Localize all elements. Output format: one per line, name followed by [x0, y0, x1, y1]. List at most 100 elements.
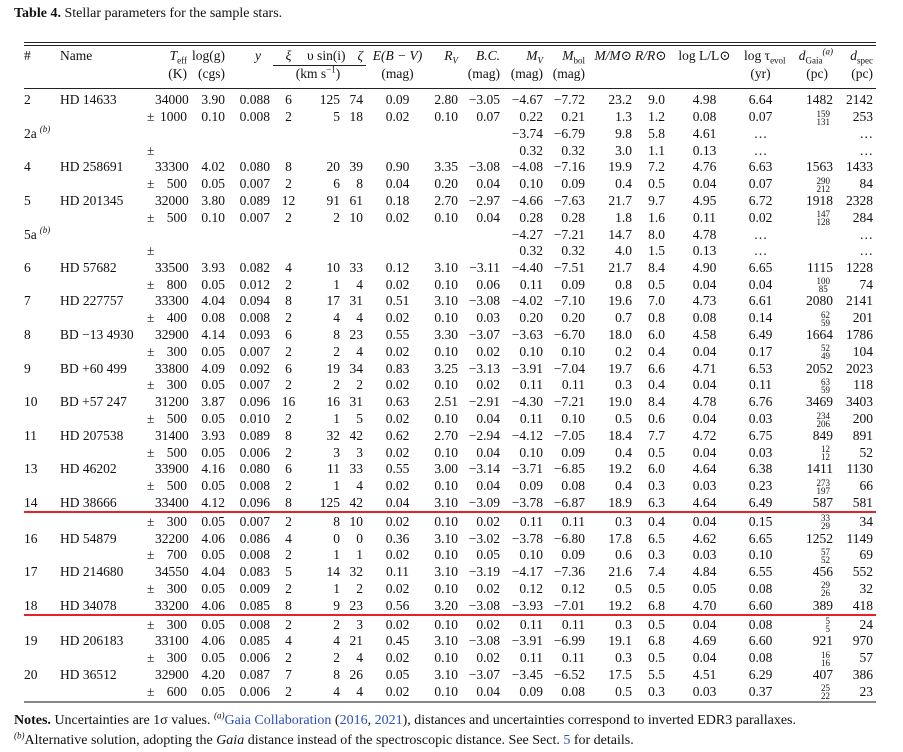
cell-logtau: 0.08: [744, 650, 780, 667]
logl-value: 4.58: [692, 327, 717, 343]
gaia-collaboration-link[interactable]: Gaia Collaboration: [224, 713, 332, 728]
cell-mbol: 0.09: [546, 276, 588, 293]
xi-value: 4: [285, 259, 292, 275]
cell-mbol: −7.01: [546, 597, 588, 617]
mbol-value: 0.32: [561, 142, 585, 158]
cell-logg: 0.05: [190, 343, 228, 360]
cell-xi: [273, 142, 307, 159]
pm-value: ±: [147, 513, 155, 529]
xi-value: 2: [285, 109, 292, 125]
rv-value: 0.10: [434, 478, 458, 494]
cell-ebv: 0.56: [366, 597, 432, 617]
cell-dgaia: [780, 226, 836, 243]
cell-dspec: 2328: [836, 193, 876, 210]
vsini-value: 1: [333, 581, 340, 597]
dgaia-lower-error: 52: [821, 554, 830, 565]
cell-bc: −3.07: [461, 667, 503, 684]
col-mass: M/M⊙: [594, 47, 632, 63]
logl-value: 4.71: [692, 360, 717, 376]
teff-value: 32200: [155, 530, 189, 546]
cell-rv: 0.10: [432, 276, 461, 293]
ebv-value: 0.55: [385, 327, 410, 343]
mv-value: 0.28: [519, 209, 543, 225]
vsini-value: 2: [333, 377, 340, 393]
logtau-value: 0.02: [748, 209, 773, 225]
cell-mv: −3.78: [503, 494, 546, 514]
cell-rv: 3.10: [432, 530, 461, 547]
cell-xi: 6: [273, 327, 307, 344]
cell-name: [60, 512, 140, 530]
cell-pm: [140, 597, 155, 617]
cell-xi: 2: [273, 209, 307, 226]
cell-teff: 33800: [155, 360, 190, 377]
mv-value: 0.20: [519, 310, 543, 326]
teff-value: 33100: [155, 633, 189, 649]
cell-mv: −3.91: [503, 633, 546, 650]
cell-dgaia: 587: [780, 494, 836, 514]
cell-zeta: 23: [343, 327, 366, 344]
zeta-value: 42: [349, 495, 364, 511]
cell-pm: [140, 667, 155, 684]
name-value: HD 201345: [60, 192, 124, 208]
section-5-link[interactable]: 5: [563, 733, 571, 748]
mv-value: −4.17: [511, 564, 543, 580]
dgaia-upper-error: 16: [821, 649, 830, 660]
cell-pm: [140, 530, 155, 547]
xi-value: 8: [285, 293, 292, 309]
mv-value: −4.27: [511, 226, 543, 242]
cell-dspec: 418: [836, 597, 876, 617]
mv-value: 0.10: [519, 547, 543, 563]
cell-mbol: −6.79: [546, 126, 588, 143]
cell-dgaia: 3469: [780, 394, 836, 411]
mbol-value: 0.08: [561, 478, 585, 494]
cell-teff: 300: [155, 615, 190, 633]
ebv-value: 0.12: [385, 259, 410, 275]
vsini-value: 91: [326, 192, 341, 208]
rv-value: 3.10: [434, 530, 458, 546]
cell-zeta: 31: [343, 293, 366, 310]
dgaia-value: 587: [812, 495, 833, 511]
table-notes: Notes. Uncertainties are 1σ values. (a)G…: [14, 711, 899, 751]
notes-text: Alternative solution, adopting the: [24, 733, 217, 748]
cell-name: [60, 209, 140, 226]
xi-value: 6: [285, 461, 292, 477]
dspec-value: 74: [859, 276, 874, 292]
cell-logg: 0.05: [190, 650, 228, 667]
cell-teff: 600: [155, 683, 190, 700]
logtau-value: 6.75: [748, 427, 773, 443]
logl-value: 0.04: [692, 650, 717, 666]
uncertainty-row: ±700 0.05 0.008 2 1 1 0.02 0.10 0.05 0.10 0.09 0.6 0…: [24, 547, 876, 564]
ref-2016-link[interactable]: 2016: [339, 713, 368, 728]
ebv-value: 0.90: [385, 159, 410, 175]
cell-vsini: 1: [307, 276, 343, 293]
vsini-value: 14: [326, 564, 341, 580]
ref-2021-link[interactable]: 2021: [374, 713, 403, 728]
cell-logg: 0.05: [190, 276, 228, 293]
zeta-value: 21: [349, 633, 364, 649]
notes-text: distance instead of the spectroscopic di…: [244, 733, 564, 748]
unit-dgaia: (pc): [780, 65, 836, 89]
cell-dspec: 1130: [836, 461, 876, 478]
cell-bc: −3.08: [461, 597, 503, 617]
uncertainty-row: ±800 0.05 0.012 2 1 4 0.02 0.10 0.06 0.11 0.09 0.8 0…: [24, 276, 876, 294]
dgaia-upper-error: 290: [816, 175, 831, 186]
cell-mbol: −7.10: [546, 293, 588, 310]
dgaia-lower-error: 128: [816, 217, 831, 228]
logtau-value: 6.29: [748, 667, 773, 682]
y-value: 0.083: [239, 564, 270, 580]
cell-teff: 500: [155, 411, 190, 428]
cell-bc: 0.04: [461, 478, 503, 495]
cell-logg: [190, 226, 228, 243]
cell-teff: 33500: [155, 260, 190, 277]
logl-value: 4.78: [692, 226, 717, 242]
cell-zeta: 42: [343, 428, 366, 445]
cell-mass: 4.0: [588, 243, 635, 260]
dspec-value: 32: [859, 581, 874, 597]
cell-ebv: 0.04: [366, 176, 432, 193]
mass-value: 21.7: [608, 259, 632, 275]
cell-mass: 18.0: [588, 327, 635, 344]
cell-logg: [190, 142, 228, 159]
cell-rv: 0.10: [432, 109, 461, 126]
xi-value: 2: [285, 176, 292, 192]
logl-value: 4.70: [692, 597, 717, 613]
